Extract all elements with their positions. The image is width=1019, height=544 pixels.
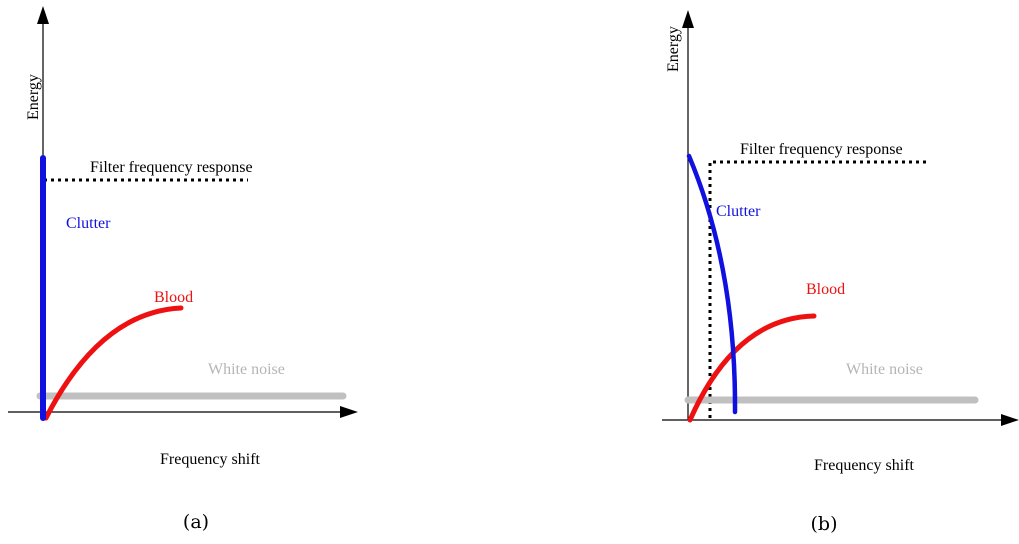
- y-axis-arrow-a: [37, 6, 49, 24]
- y-axis-label-a: Energy: [25, 74, 42, 120]
- y-axis-arrow-b: [682, 10, 694, 28]
- filter-label-a: Filter frequency response: [90, 159, 253, 176]
- panel-b: Energy Filter frequency response Clutter…: [662, 10, 1019, 535]
- clutter-label-a: Clutter: [66, 215, 111, 232]
- clutter-curve-b: [686, 153, 738, 415]
- blood-curve-b: [687, 313, 817, 423]
- x-axis-label-b: Frequency shift: [814, 457, 915, 474]
- filter-label-b: Filter frequency response: [740, 141, 903, 158]
- white-noise-label-b: White noise: [846, 361, 923, 378]
- caption-a: (a): [183, 511, 209, 533]
- x-axis-label-a: Frequency shift: [160, 451, 261, 468]
- blood-curve-a: [43, 305, 184, 421]
- clutter-label-b: Clutter: [716, 203, 761, 220]
- blood-label-b: Blood: [806, 281, 845, 298]
- caption-b: (b): [811, 513, 838, 535]
- x-axis-arrow-b: [1001, 414, 1019, 426]
- filter-response-b: [708, 160, 930, 418]
- white-noise-label-a: White noise: [208, 361, 285, 378]
- panel-a: Energy Filter frequency response Clutter…: [8, 6, 358, 533]
- y-axis-label-b: Energy: [665, 26, 682, 72]
- blood-label-a: Blood: [154, 289, 193, 306]
- x-axis-arrow-a: [340, 406, 358, 418]
